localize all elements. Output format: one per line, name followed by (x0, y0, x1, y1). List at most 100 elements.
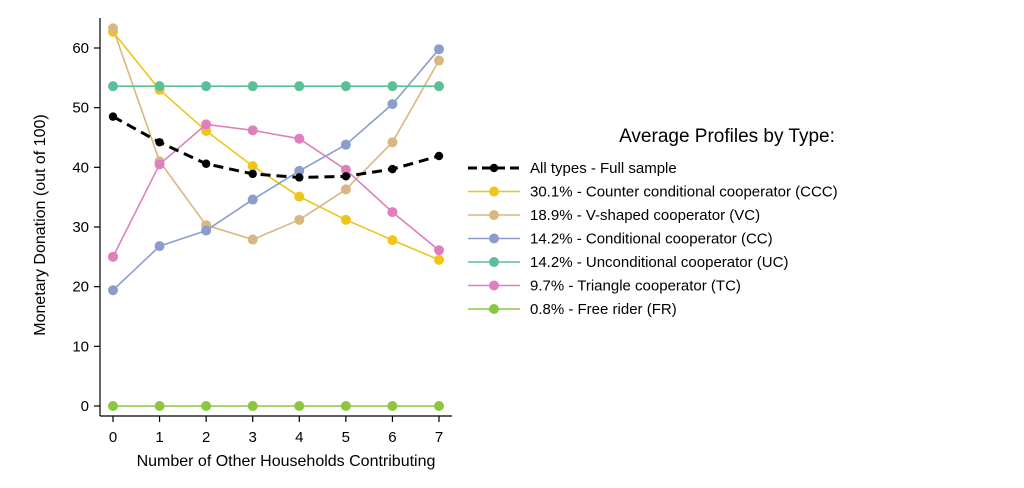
series-3 (108, 81, 444, 92)
legend-item: 9.7% - Triangle cooperator (TC) (468, 278, 741, 295)
x-tick-label: 7 (435, 429, 443, 446)
x-tick-label: 5 (342, 429, 350, 446)
series-2 (108, 44, 444, 296)
data-point (247, 234, 258, 245)
series-line (112, 31, 440, 261)
legend-label: All types - Full sample (530, 160, 677, 177)
data-point (340, 184, 351, 195)
legend-swatch-marker (489, 186, 499, 197)
series-1 (108, 23, 444, 245)
series-4 (108, 119, 444, 262)
legend-item: 30.1% - Counter conditional cooperator (… (468, 184, 838, 201)
legend-swatch-marker (489, 304, 499, 314)
legend-swatch-marker (489, 233, 499, 244)
data-point (387, 207, 398, 218)
data-point (294, 81, 305, 92)
legend-swatch-marker (489, 280, 499, 291)
data-point (341, 172, 351, 181)
data-point (108, 23, 118, 34)
x-tick-label: 1 (155, 429, 163, 446)
data-point (295, 173, 304, 182)
data-point (434, 81, 444, 92)
data-point (387, 99, 398, 110)
data-point (108, 285, 118, 296)
data-point (154, 241, 165, 252)
series-line (112, 123, 440, 258)
x-tick-label: 0 (109, 429, 117, 446)
y-tick-label: 20 (72, 279, 89, 296)
data-point (201, 81, 212, 92)
data-point (294, 191, 305, 202)
series-5 (108, 401, 444, 411)
x-axis-title: Number of Other Households Contributing (137, 453, 436, 470)
y-tick-label: 30 (72, 219, 89, 236)
x-tick-label: 2 (202, 429, 210, 446)
series-6 (108, 112, 444, 182)
data-point (434, 254, 444, 265)
data-point (201, 119, 212, 130)
data-point (387, 235, 398, 246)
data-point (154, 401, 165, 411)
series-line (112, 48, 440, 291)
x-tick-label: 4 (295, 429, 303, 446)
data-point (155, 138, 164, 147)
data-point (434, 401, 444, 411)
data-point (294, 165, 305, 176)
data-point (340, 139, 351, 150)
legend-label: 0.8% - Free rider (FR) (530, 301, 677, 318)
data-point (434, 151, 444, 161)
y-tick-label: 50 (72, 100, 89, 117)
data-point (387, 137, 398, 148)
data-point (108, 112, 118, 121)
x-tick-label: 6 (388, 429, 396, 446)
legend-title: Average Profiles by Type: (619, 126, 835, 147)
legend-label: 14.2% - Unconditional cooperator (UC) (530, 254, 788, 271)
data-point (294, 133, 305, 144)
data-point (434, 55, 444, 66)
legend-swatch-marker (489, 163, 499, 173)
data-point (294, 401, 305, 411)
data-point (154, 81, 165, 92)
data-point (108, 251, 118, 262)
legend-item: All types - Full sample (468, 160, 677, 177)
data-point (387, 81, 398, 92)
y-tick-label: 40 (72, 159, 89, 176)
legend-swatch-marker (489, 257, 499, 267)
data-point (387, 401, 398, 411)
data-point (247, 161, 258, 172)
legend-item: 14.2% - Conditional cooperator (CC) (468, 231, 773, 248)
y-tick-label: 0 (81, 398, 89, 415)
legend-label: 18.9% - V-shaped cooperator (VC) (530, 207, 760, 224)
data-point (294, 214, 305, 225)
data-point (201, 401, 212, 411)
legend-item: 0.8% - Free rider (FR) (468, 301, 677, 318)
y-axis-title: Monetary Donation (out of 100) (32, 114, 49, 335)
legend-label: 14.2% - Conditional cooperator (CC) (530, 231, 773, 248)
data-point (340, 164, 351, 175)
legend-label: 30.1% - Counter conditional cooperator (… (530, 184, 838, 201)
series-line (112, 28, 440, 241)
data-point (247, 401, 258, 411)
data-point (388, 164, 397, 174)
data-point (247, 194, 258, 205)
x-tick-label: 3 (249, 429, 257, 446)
legend-item: 18.9% - V-shaped cooperator (VC) (468, 207, 760, 224)
data-point (154, 159, 165, 170)
y-tick-label: 60 (72, 40, 89, 57)
legend-item: 14.2% - Unconditional cooperator (UC) (468, 254, 788, 271)
data-point (247, 81, 258, 92)
y-tick-label: 10 (72, 338, 89, 355)
data-point (201, 159, 211, 168)
data-point (108, 81, 118, 92)
data-point (434, 245, 444, 256)
data-point (340, 81, 351, 92)
data-point (247, 125, 258, 136)
data-point (108, 401, 118, 411)
legend-swatch-marker (489, 210, 499, 220)
data-point (248, 169, 257, 179)
data-point (201, 225, 212, 236)
legend-label: 9.7% - Triangle cooperator (TC) (530, 278, 741, 295)
data-point (340, 214, 351, 225)
